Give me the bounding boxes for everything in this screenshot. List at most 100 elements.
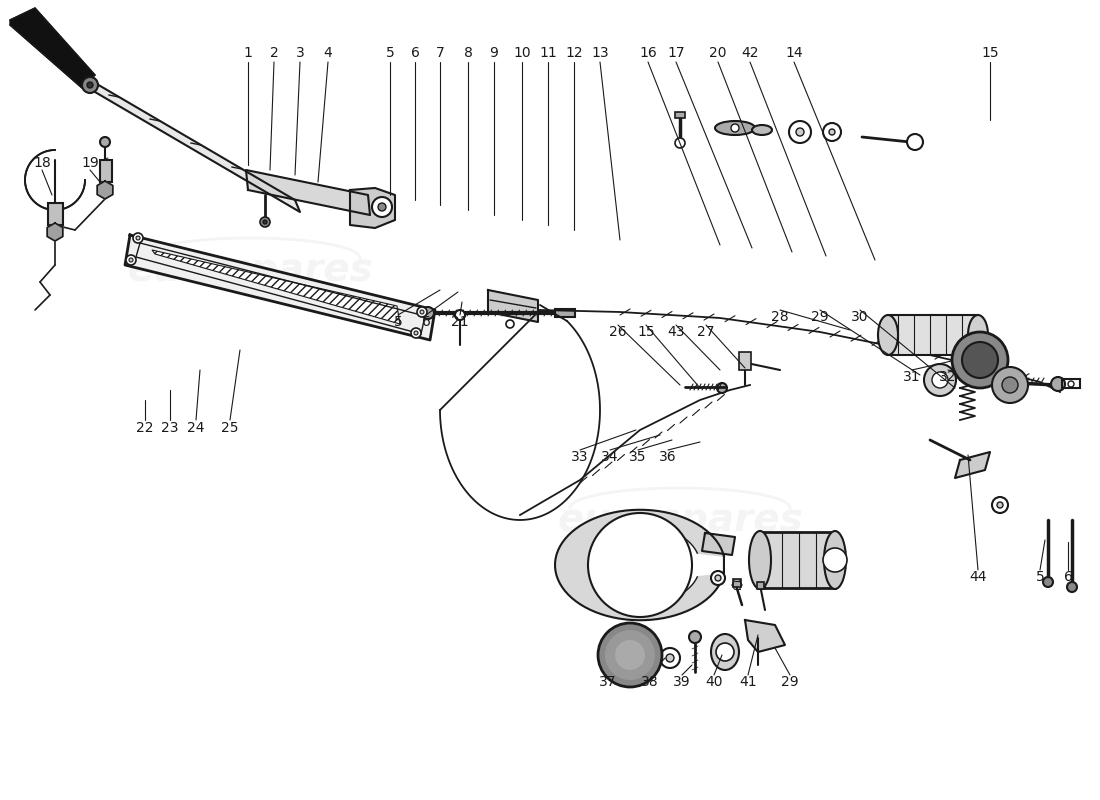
Bar	[739, 352, 751, 370]
Circle shape	[129, 258, 133, 262]
Polygon shape	[745, 620, 785, 652]
Text: 41: 41	[739, 675, 757, 689]
Circle shape	[1043, 577, 1053, 587]
Circle shape	[1050, 377, 1065, 391]
Ellipse shape	[968, 315, 988, 355]
Bar	[100, 160, 112, 182]
Text: 6: 6	[410, 46, 419, 60]
Bar	[733, 579, 741, 587]
Circle shape	[992, 497, 1008, 513]
Text: 25: 25	[221, 421, 239, 435]
Circle shape	[615, 640, 645, 670]
Bar	[888, 315, 978, 355]
Text: 22: 22	[136, 421, 154, 435]
Circle shape	[133, 233, 143, 243]
Circle shape	[796, 128, 804, 136]
Text: 32: 32	[939, 370, 957, 384]
Circle shape	[666, 654, 674, 662]
Text: 9: 9	[490, 46, 498, 60]
Circle shape	[716, 643, 734, 661]
Text: 10: 10	[514, 46, 531, 60]
Circle shape	[823, 548, 847, 572]
Text: 15: 15	[637, 325, 654, 339]
Polygon shape	[90, 80, 300, 212]
Circle shape	[924, 364, 956, 396]
Ellipse shape	[715, 121, 755, 135]
Circle shape	[82, 77, 98, 93]
Text: eurospares: eurospares	[128, 251, 373, 289]
Circle shape	[420, 310, 424, 314]
Text: 36: 36	[659, 450, 676, 464]
Circle shape	[711, 571, 725, 585]
Polygon shape	[152, 250, 400, 324]
Text: 4: 4	[323, 46, 332, 60]
Circle shape	[417, 307, 427, 317]
Text: 7: 7	[436, 46, 444, 60]
Text: 12: 12	[565, 46, 583, 60]
Text: 27: 27	[697, 325, 715, 339]
Text: 30: 30	[851, 310, 869, 324]
Ellipse shape	[888, 315, 978, 355]
Circle shape	[87, 82, 94, 88]
Bar	[757, 582, 764, 589]
Polygon shape	[47, 223, 63, 241]
Circle shape	[675, 138, 685, 148]
Ellipse shape	[752, 125, 772, 135]
Circle shape	[932, 372, 948, 388]
Polygon shape	[10, 8, 95, 88]
Bar	[556, 309, 575, 317]
Text: 5: 5	[386, 46, 395, 60]
Ellipse shape	[711, 634, 739, 670]
Polygon shape	[556, 510, 724, 620]
Text: 6: 6	[1064, 570, 1072, 584]
Text: 21: 21	[451, 315, 469, 329]
Circle shape	[715, 575, 720, 581]
Text: 6: 6	[421, 315, 430, 329]
Text: 2: 2	[270, 46, 278, 60]
Circle shape	[732, 124, 739, 132]
Text: 29: 29	[811, 310, 828, 324]
Bar	[48, 203, 63, 225]
Text: 39: 39	[673, 675, 691, 689]
Circle shape	[1068, 381, 1074, 387]
Polygon shape	[350, 188, 395, 228]
Text: 5: 5	[394, 315, 403, 329]
Circle shape	[411, 328, 421, 338]
Polygon shape	[125, 235, 434, 340]
Circle shape	[992, 367, 1028, 403]
Circle shape	[997, 502, 1003, 508]
Text: 37: 37	[600, 675, 617, 689]
Text: 11: 11	[539, 46, 557, 60]
Text: 15: 15	[981, 46, 999, 60]
Text: 40: 40	[705, 675, 723, 689]
Text: 14: 14	[785, 46, 803, 60]
Polygon shape	[488, 290, 538, 322]
Polygon shape	[702, 533, 735, 555]
Circle shape	[263, 220, 267, 224]
Bar	[675, 112, 685, 118]
Text: 13: 13	[591, 46, 608, 60]
Text: 18: 18	[33, 156, 51, 170]
Ellipse shape	[824, 531, 846, 589]
Circle shape	[136, 236, 140, 240]
Text: 29: 29	[781, 675, 799, 689]
Text: 31: 31	[903, 370, 921, 384]
Text: 23: 23	[162, 421, 178, 435]
Circle shape	[100, 137, 110, 147]
Circle shape	[952, 332, 1008, 388]
Text: 26: 26	[609, 325, 627, 339]
Polygon shape	[97, 181, 113, 199]
Circle shape	[455, 310, 465, 320]
Circle shape	[378, 203, 386, 211]
Text: 17: 17	[668, 46, 685, 60]
Circle shape	[823, 123, 842, 141]
Polygon shape	[955, 452, 990, 478]
Text: 1: 1	[243, 46, 252, 60]
Bar	[1062, 379, 1080, 388]
Text: 20: 20	[710, 46, 727, 60]
Circle shape	[689, 631, 701, 643]
Circle shape	[1067, 582, 1077, 592]
Text: 3: 3	[296, 46, 305, 60]
Polygon shape	[246, 170, 370, 215]
Text: 19: 19	[81, 156, 99, 170]
